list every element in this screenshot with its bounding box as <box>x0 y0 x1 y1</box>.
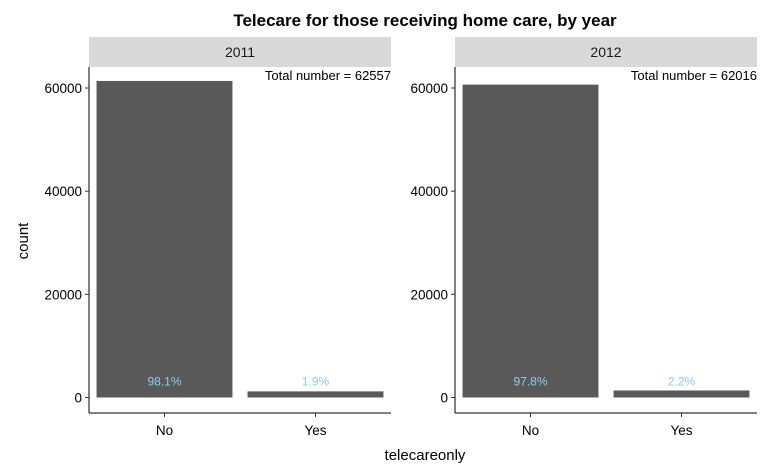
y-tick-label: 20000 <box>44 287 82 302</box>
y-tick-label: 40000 <box>410 184 448 199</box>
y-tick-label: 40000 <box>44 184 82 199</box>
facet-strip-label: 2011 <box>225 44 255 60</box>
percent-label: 2.2% <box>668 375 696 389</box>
facet-strip <box>455 37 757 67</box>
y-axis-title: count <box>15 222 32 260</box>
bar-yes <box>247 391 384 398</box>
percent-label: 1.9% <box>302 375 330 389</box>
panel-2012: 2012 0 20000 40000 60000 No 97.8% Yes 2.2% Total … <box>410 37 757 438</box>
bar-yes <box>613 390 750 398</box>
panel-2011: 2011 0 20000 40000 60000 No 98.1% Yes 1.9% Total … <box>44 37 391 438</box>
bar-no <box>96 80 233 398</box>
x-axis-title: telecareonly <box>385 447 466 464</box>
y-tick-label: 60000 <box>44 81 82 96</box>
x-tick-label: Yes <box>304 423 326 438</box>
chart-title: Telecare for those receiving home care, … <box>233 11 617 30</box>
y-tick-label: 0 <box>440 391 448 406</box>
y-tick-label: 60000 <box>410 81 448 96</box>
percent-label: 98.1% <box>147 375 181 389</box>
total-number-label: Total number = 62016 <box>631 68 757 83</box>
x-tick-label: No <box>156 423 173 438</box>
y-tick-label: 0 <box>74 391 82 406</box>
x-tick-label: Yes <box>670 423 692 438</box>
percent-label: 97.8% <box>513 375 547 389</box>
total-number-label: Total number = 62557 <box>265 68 391 83</box>
facet-strip-label: 2012 <box>590 44 621 60</box>
y-tick-label: 20000 <box>410 287 448 302</box>
facet-panels: 2011 0 20000 40000 60000 No 98.1% Yes 1.9% Total … <box>44 37 757 438</box>
x-tick-label: No <box>522 423 539 438</box>
bar-no <box>462 84 599 398</box>
facet-strip <box>89 37 391 67</box>
